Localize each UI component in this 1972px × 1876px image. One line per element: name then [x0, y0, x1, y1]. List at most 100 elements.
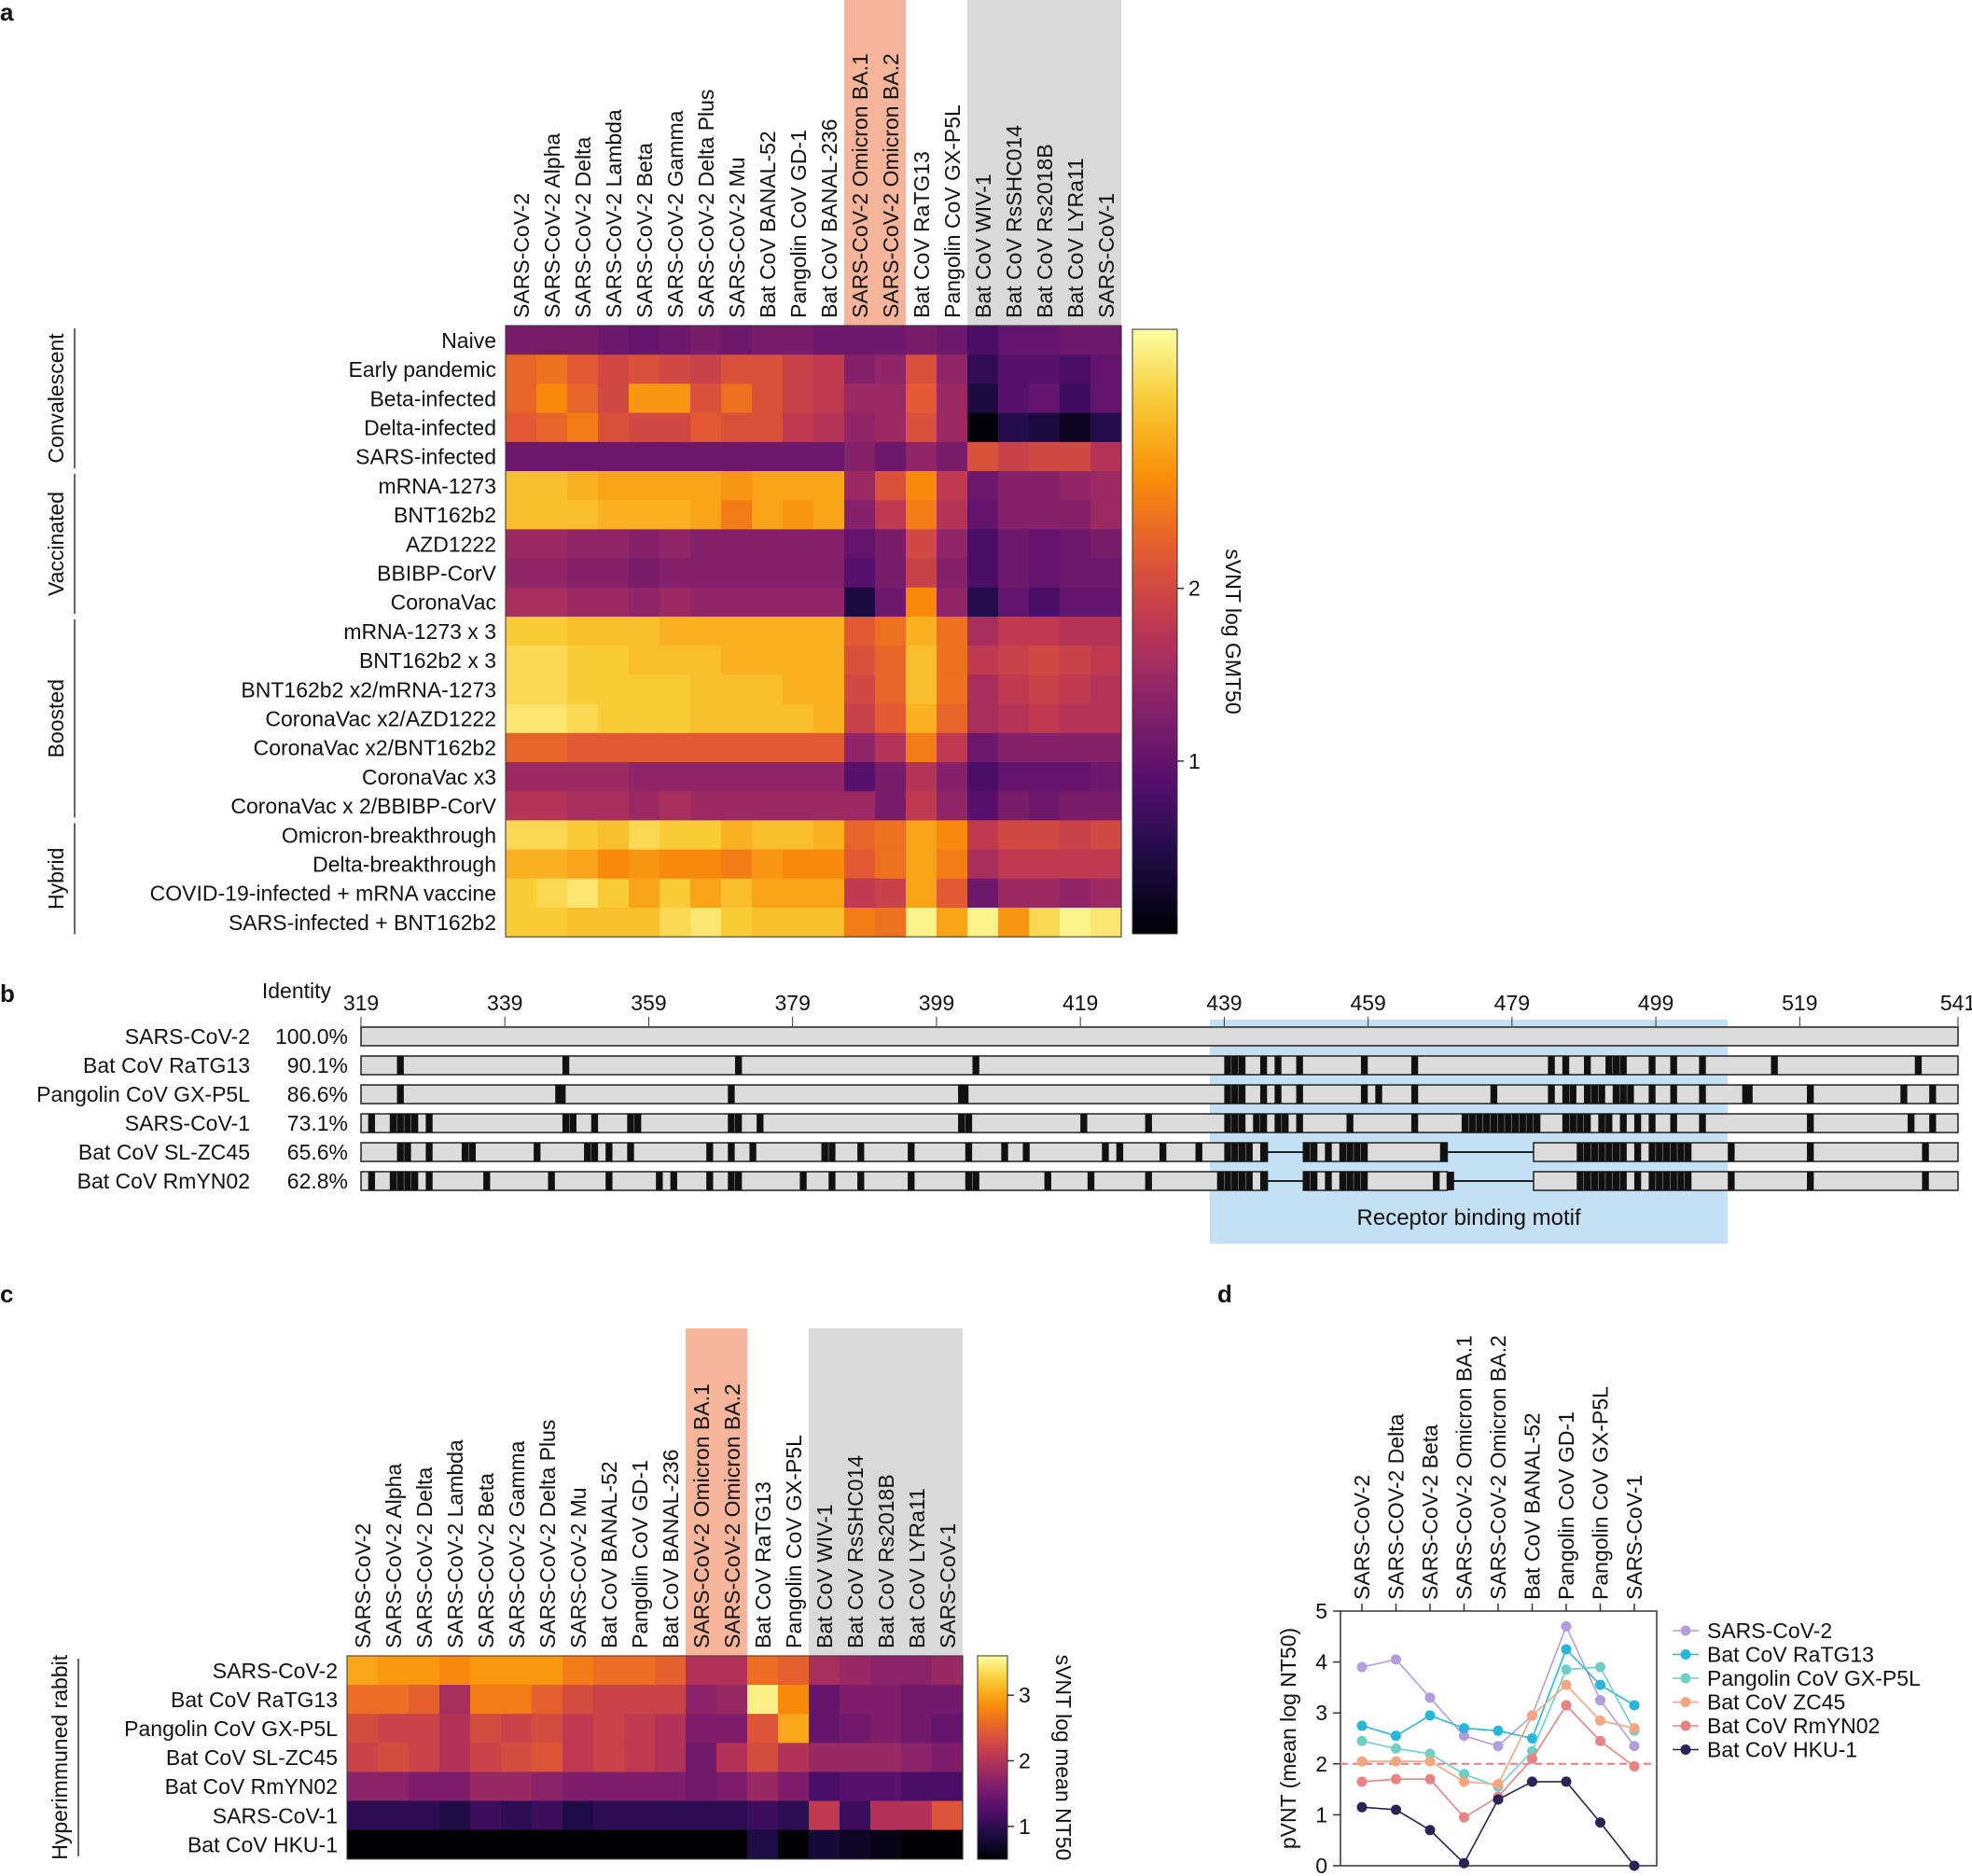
heatmap-cell: [937, 471, 968, 501]
heatmap-cell: [783, 412, 814, 443]
residue-difference: [1303, 1172, 1311, 1190]
position-label: 319: [343, 991, 379, 1015]
column-label: SARS-CoV-2 Mu: [566, 1487, 590, 1648]
heatmap-cell: [567, 500, 599, 530]
heatmap-cell: [844, 529, 876, 560]
heatmap-cell: [721, 762, 753, 792]
residue-difference: [965, 1172, 973, 1190]
heatmap-cell: [752, 354, 784, 384]
heatmap-cell: [593, 1829, 625, 1860]
residue-difference: [1447, 1172, 1454, 1190]
residue-difference: [828, 1172, 836, 1190]
heatmap-cell: [901, 1656, 933, 1686]
heatmap-cell: [409, 1656, 440, 1686]
data-point: [1561, 1700, 1572, 1711]
data-point: [1527, 1776, 1537, 1787]
heatmap-cell: [567, 587, 599, 618]
residue-difference: [1807, 1143, 1814, 1161]
heatmap-cell: [752, 791, 784, 821]
heatmap-cell: [536, 326, 568, 355]
heatmap-cell: [998, 326, 1030, 355]
residue-difference: [1375, 1085, 1382, 1104]
sequence-name: SARS-CoV-2: [125, 1024, 250, 1049]
data-point: [1356, 1720, 1368, 1731]
residue-difference: [1656, 1143, 1663, 1161]
column-label: SARS-CoV-2 Alpha: [540, 133, 564, 318]
heatmap-cell: [690, 383, 722, 414]
heatmap-cell: [567, 354, 599, 384]
legend-swatch-marker: [1680, 1744, 1691, 1755]
heatmap-cell: [562, 1685, 594, 1715]
heatmap-cell: [747, 1772, 779, 1802]
heatmap-cell: [778, 1714, 810, 1744]
data-point: [1629, 1723, 1640, 1734]
heatmap-cell: [536, 558, 568, 589]
heatmap-cell: [532, 1656, 563, 1686]
residue-difference: [1598, 1172, 1605, 1190]
column-label: Bat CoV RsSHC014: [1002, 125, 1026, 318]
heatmap-cell: [506, 412, 537, 443]
row-label: SARS-CoV-2: [213, 1659, 338, 1683]
residue-difference: [396, 1056, 404, 1075]
residue-difference: [706, 1172, 714, 1190]
heatmap-cell: [536, 791, 568, 821]
residue-difference: [590, 1143, 599, 1161]
heatmap-cell: [721, 674, 753, 705]
heatmap-cell: [660, 908, 691, 938]
legend-swatch-marker: [1680, 1625, 1691, 1636]
residue-difference: [1483, 1114, 1491, 1133]
heatmap-cell: [536, 820, 568, 851]
heatmap-cell: [1060, 412, 1091, 443]
data-point: [1391, 1804, 1401, 1815]
heatmap-cell: [1060, 674, 1091, 705]
heatmap-cell: [844, 383, 876, 414]
colorbar-tick-label: 1: [1019, 1814, 1031, 1839]
heatmap-cell: [721, 354, 753, 384]
heatmap-cell: [840, 1800, 871, 1831]
heatmap-cell: [998, 762, 1030, 792]
residue-difference: [728, 1143, 735, 1161]
residue-difference: [728, 1172, 735, 1190]
residue-difference: [1627, 1085, 1634, 1104]
heatmap-cell: [1060, 849, 1091, 880]
x-tick-label: Pangolin CoV GX-P5L: [1589, 1386, 1613, 1600]
sequence-bar: [360, 1055, 1959, 1076]
column-label: SARS-CoV-2 Gamma: [663, 110, 687, 318]
heatmap-cell: [1029, 703, 1061, 734]
column-label: SARS-CoV-2 Delta Plus: [535, 1420, 560, 1648]
residue-difference: [404, 1143, 411, 1161]
heatmap-cell: [660, 878, 691, 909]
y-tick-label: 4: [1315, 1650, 1327, 1675]
heatmap-cell: [906, 820, 937, 851]
residue-difference: [1619, 1056, 1627, 1075]
heatmap-cell: [778, 1743, 810, 1772]
heatmap-cell: [1029, 849, 1061, 880]
heatmap-cell: [536, 383, 568, 414]
residue-difference: [562, 1114, 570, 1133]
y-tick-label: 0: [1315, 1854, 1327, 1876]
heatmap-cell: [721, 878, 753, 909]
residue-difference: [1562, 1114, 1570, 1133]
heatmap-cell: [536, 587, 568, 618]
residue-difference: [1360, 1085, 1368, 1104]
row-label: CoronaVac x3: [362, 765, 496, 789]
heatmap-cell: [937, 820, 968, 851]
heatmap-cell: [875, 500, 907, 530]
residue-difference: [1922, 1143, 1929, 1161]
heatmap-cell: [470, 1743, 502, 1772]
sarbecovirus-highlight: [967, 0, 1121, 326]
heatmap-cell: [937, 703, 968, 734]
residue-difference: [1576, 1114, 1584, 1133]
heatmap-cell: [937, 908, 968, 938]
heatmap-cell: [598, 878, 630, 909]
heatmap-cell: [506, 820, 537, 851]
residue-difference: [1562, 1085, 1570, 1104]
heatmap-cell: [906, 383, 937, 414]
column-label: SARS-CoV-1: [1094, 193, 1118, 318]
heatmap-cell: [752, 849, 784, 880]
residue-difference: [857, 1143, 865, 1161]
data-point: [1493, 1779, 1504, 1790]
data-point: [1561, 1664, 1572, 1675]
heatmap-cell: [844, 441, 876, 472]
heatmap-cell: [629, 412, 660, 443]
